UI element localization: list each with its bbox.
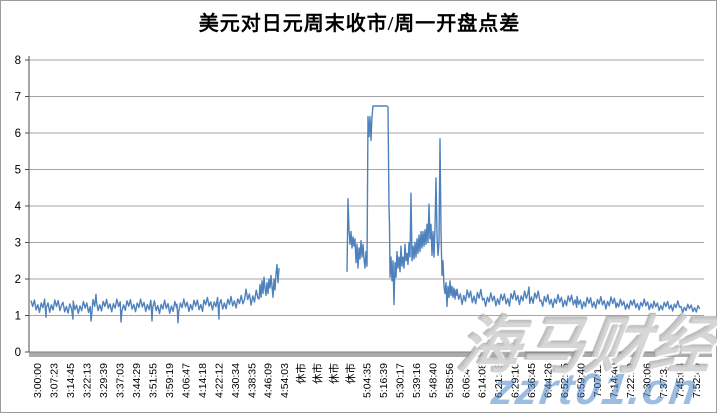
x-tick-label: 5:48:40	[427, 363, 439, 398]
y-tick-label: 1	[15, 311, 21, 323]
x-tick-label: 3:37:03	[115, 363, 127, 398]
data-line	[30, 105, 701, 324]
x-tick-label: 4:22:12	[213, 363, 225, 398]
x-tick-label: 7:37:33	[658, 363, 670, 398]
x-tick-label: 7:07:11	[592, 363, 604, 397]
y-tick-label: 0	[15, 347, 21, 359]
y-tick-label: 5	[15, 165, 21, 177]
x-tick-label: 3:51:55	[148, 363, 160, 398]
y-tick-label: 6	[15, 128, 21, 140]
x-tick-label: 休市	[328, 363, 341, 384]
x-tick-label: 5:39:16	[411, 363, 423, 398]
x-tick-label: 5:30:17	[394, 363, 406, 398]
x-tick-label: 4:14:18	[197, 363, 209, 398]
x-tick-label: 4:54:03	[279, 363, 291, 398]
y-gridlines	[29, 59, 704, 316]
y-axis: 0 1 2 3 4 5 6 7 8	[15, 55, 30, 359]
x-tick-label: 3:00:00	[32, 363, 44, 398]
x-tick-label: 7:30:06	[641, 363, 653, 398]
y-tick-label: 3	[15, 238, 21, 250]
y-tick-label: 7	[15, 92, 21, 104]
x-tick-label: 7:52:40	[691, 363, 703, 398]
x-tick-label: 6:36:45	[526, 363, 538, 398]
x-tick-label: 5:16:39	[378, 363, 390, 398]
x-tick-label: 3:22:13	[82, 363, 94, 398]
x-tick-label: 3:07:23	[49, 363, 61, 398]
x-tick-label: 休市	[311, 363, 324, 384]
x-tick-label: 7:45:04	[674, 363, 686, 398]
x-tick-label: 7:22:19	[625, 363, 637, 398]
x-tick-label: 4:06:47	[180, 363, 192, 398]
series-path	[346, 105, 701, 314]
x-tick-label: 3:59:19	[164, 363, 176, 398]
x-tick-label: 3:29:39	[98, 363, 110, 398]
x-tick-label: 5:58:56	[444, 363, 456, 398]
x-tick-label: 休市	[295, 363, 308, 384]
x-axis	[29, 351, 712, 357]
y-tick-label: 8	[15, 55, 21, 67]
x-tick-label: 6:06:44	[460, 363, 472, 398]
chart-title: 美元对日元周末收市/周一开盘点差	[198, 13, 521, 35]
y-tick-label: 2	[15, 274, 21, 286]
y-tick-label: 4	[15, 201, 22, 213]
x-tick-label: 6:21:43	[493, 363, 505, 398]
x-tick-label: 4:30:34	[230, 363, 242, 398]
x-tick-label: 5:04:35	[362, 363, 374, 398]
x-axis-labels: 3:00:00 3:07:23 3:14:45 3:22:13 3:29:39 3:37:…	[32, 363, 703, 398]
x-tick-label: 6:52:05	[559, 363, 571, 398]
x-tick-label: 7:14:40	[609, 363, 621, 398]
x-tick-label: 6:14:08	[477, 363, 489, 398]
series-path	[30, 263, 280, 324]
x-tick-label: 3:14:45	[65, 363, 77, 398]
x-tick-label: 6:59:40	[576, 363, 588, 398]
x-tick-label: 4:46:09	[263, 363, 275, 398]
x-tick-label: 3:44:29	[131, 363, 143, 398]
x-tick-label: 6:44:26	[543, 363, 555, 398]
x-tick-label: 4:38:35	[246, 363, 258, 398]
x-tick-label: 6:29:10	[510, 363, 522, 398]
x-tick-label: 休市	[344, 363, 357, 384]
